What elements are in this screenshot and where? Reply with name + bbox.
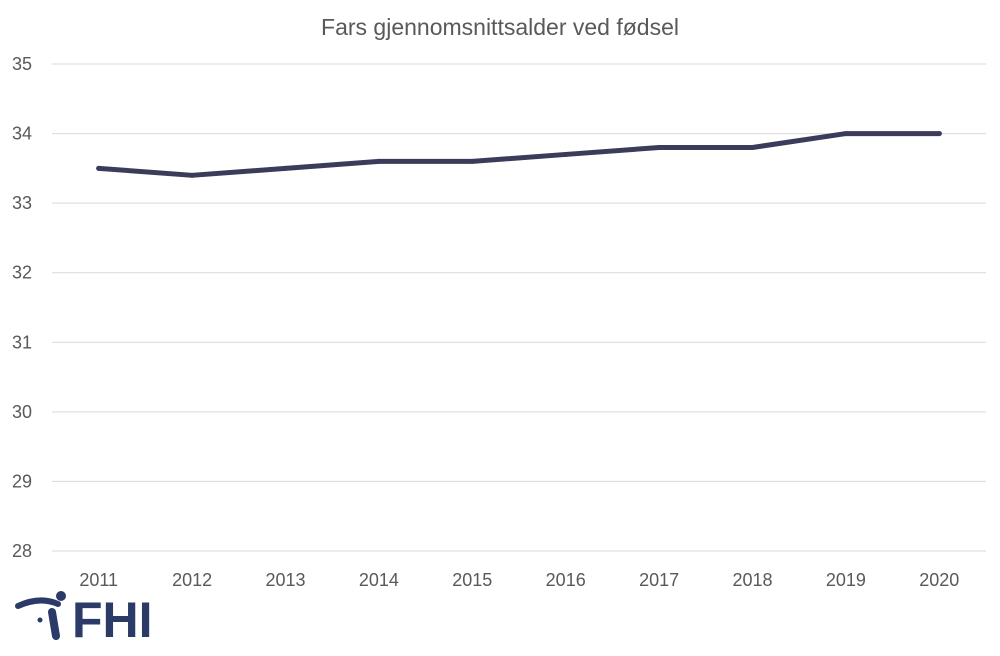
y-tick-label: 34 (12, 124, 32, 144)
y-tick-label: 30 (12, 402, 32, 422)
fhi-logo-icon (15, 591, 66, 640)
x-tick-label: 2016 (546, 570, 586, 590)
fhi-logo-text: FHI (72, 592, 153, 648)
data-point-2015 (469, 158, 475, 164)
data-point-2017 (656, 144, 662, 150)
data-point-2018 (750, 144, 755, 150)
x-tick-label: 2018 (732, 570, 772, 590)
series-line-0 (96, 131, 942, 178)
x-tick-label: 2012 (172, 570, 212, 590)
y-tick-label: 28 (12, 541, 32, 561)
x-tick-label: 2020 (919, 570, 959, 590)
data-point-2020 (936, 131, 942, 137)
x-tick-label: 2015 (452, 570, 492, 590)
x-tick-label: 2013 (265, 570, 305, 590)
data-point-2016 (563, 151, 569, 157)
x-tick-label: 2014 (359, 570, 399, 590)
x-tick-label: 2019 (826, 570, 866, 590)
y-tick-label: 33 (12, 193, 32, 213)
y-tick-label: 29 (12, 471, 32, 491)
data-point-2012 (189, 172, 195, 178)
fhi-logo: FHI (15, 591, 153, 648)
y-tick-label: 35 (12, 54, 32, 74)
series-lines (96, 131, 942, 178)
y-tick-label: 32 (12, 263, 32, 283)
data-point-2014 (376, 158, 382, 164)
x-tick-label: 2011 (79, 570, 118, 590)
gridlines (52, 63, 986, 552)
x-tick-label: 2017 (639, 570, 679, 590)
data-point-2013 (283, 165, 288, 171)
y-axis-ticks: 28 29 30 31 32 33 34 35 (12, 54, 32, 561)
data-point-2011 (96, 165, 102, 171)
y-tick-label: 31 (12, 332, 32, 352)
data-point-2019 (843, 131, 849, 137)
chart-title: Fars gjennomsnittsalder ved fødsel (321, 14, 679, 40)
x-axis-ticks: 2011 2012 2013 2014 2015 2016 2017 2018 2019 2020 (79, 570, 959, 590)
